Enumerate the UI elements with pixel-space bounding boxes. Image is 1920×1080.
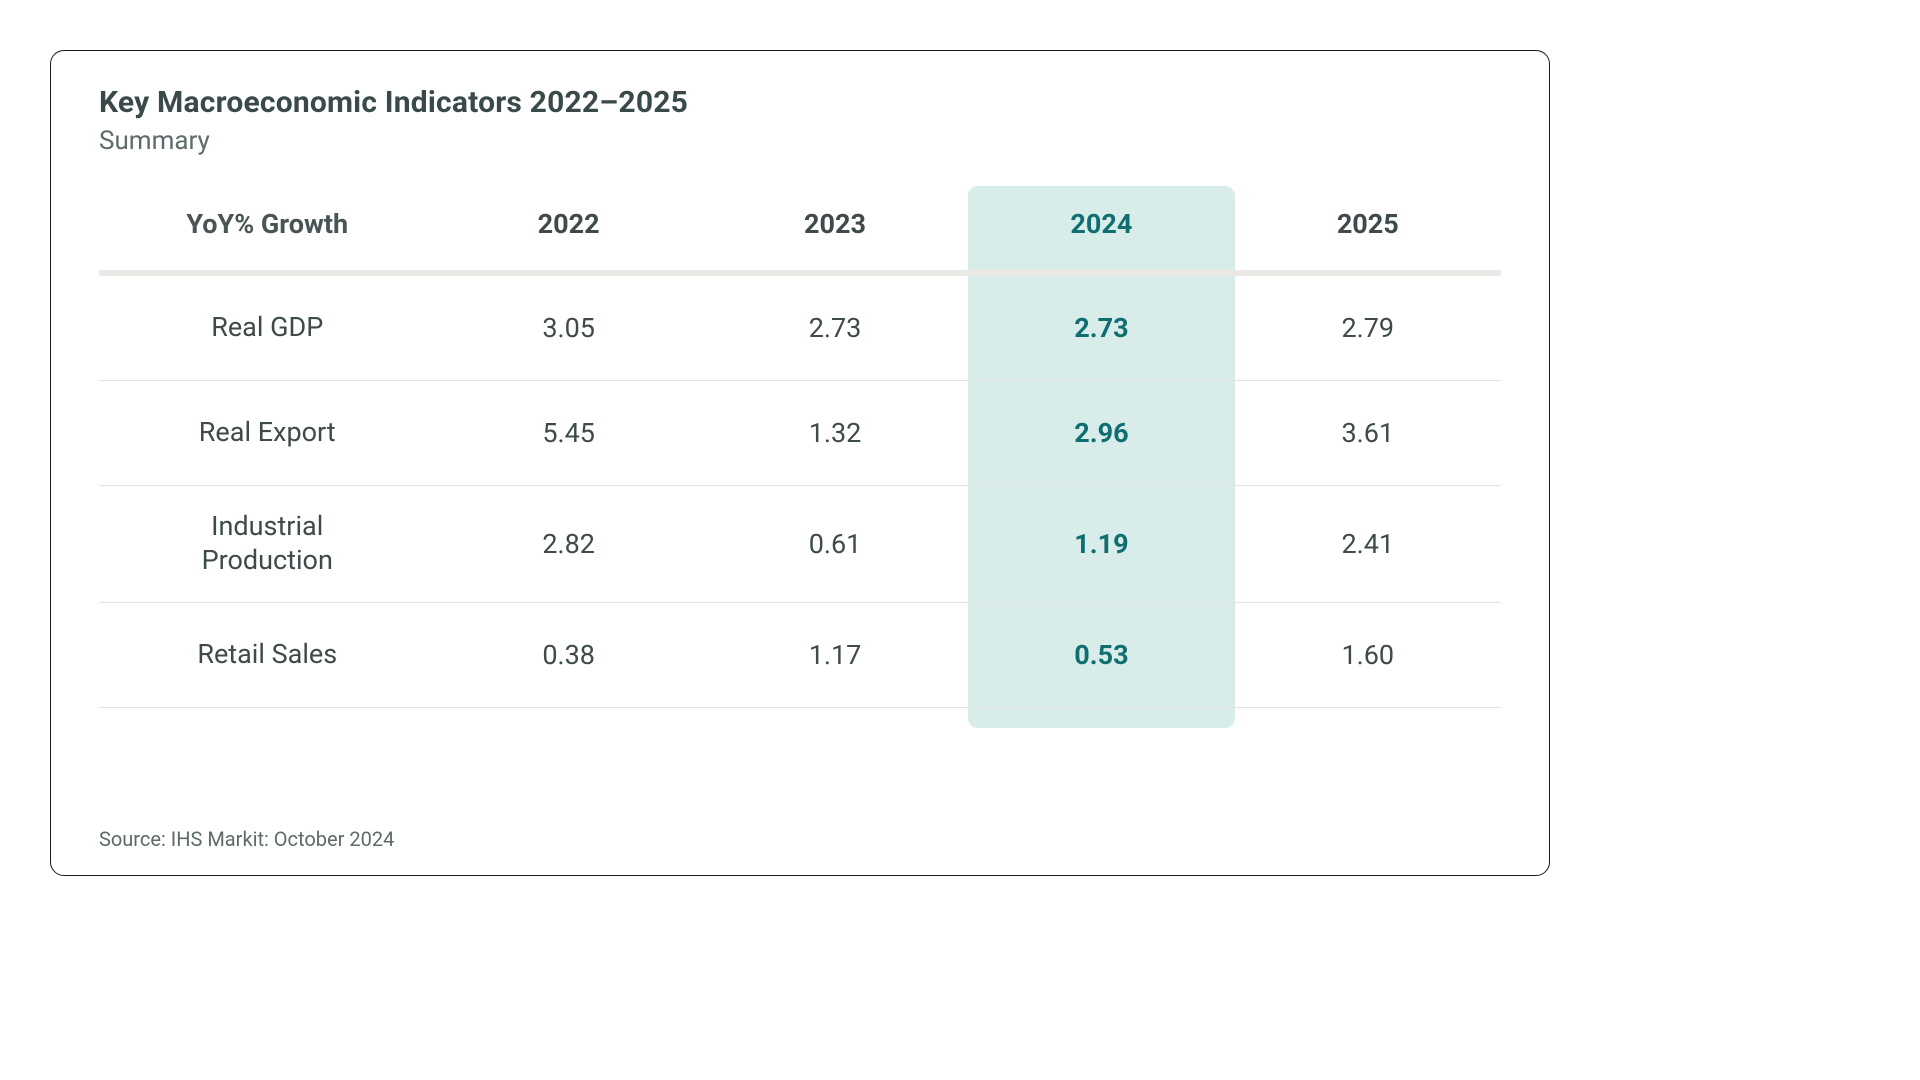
row-label: Retail Sales (99, 602, 435, 707)
col-header: 2024 (968, 186, 1234, 273)
card-subtitle: Summary (99, 126, 1501, 156)
table-cell: 1.60 (1235, 602, 1501, 707)
row-label: IndustrialProduction (99, 486, 435, 603)
table-cell: 1.17 (702, 602, 968, 707)
table-cell: 0.53 (968, 602, 1234, 707)
row-header-label: YoY% Growth (99, 186, 435, 273)
table-cell: 1.32 (702, 381, 968, 486)
table-cell: 0.61 (702, 486, 968, 603)
indicator-card: Key Macroeconomic Indicators 2022–2025 S… (50, 50, 1550, 876)
source-note: Source: IHS Markit: October 2024 (99, 827, 394, 851)
table-row: IndustrialProduction2.820.611.192.41 (99, 486, 1501, 603)
table-cell: 3.61 (1235, 381, 1501, 486)
col-header: 2022 (435, 186, 701, 273)
table-cell: 2.79 (1235, 273, 1501, 381)
card-title: Key Macroeconomic Indicators 2022–2025 (99, 85, 1501, 120)
indicators-table: YoY% Growth 2022 2023 2024 2025 Real GDP… (99, 186, 1501, 708)
table-cell: 2.82 (435, 486, 701, 603)
table-cell: 3.05 (435, 273, 701, 381)
table-wrap: YoY% Growth 2022 2023 2024 2025 Real GDP… (99, 186, 1501, 708)
row-label: Real GDP (99, 273, 435, 381)
col-header: 2025 (1235, 186, 1501, 273)
table-cell: 1.19 (968, 486, 1234, 603)
table-cell: 2.73 (702, 273, 968, 381)
table-cell: 2.96 (968, 381, 1234, 486)
row-label: Real Export (99, 381, 435, 486)
table-header-row: YoY% Growth 2022 2023 2024 2025 (99, 186, 1501, 273)
table-row: Real GDP3.052.732.732.79 (99, 273, 1501, 381)
table-row: Real Export5.451.322.963.61 (99, 381, 1501, 486)
table-row: Retail Sales0.381.170.531.60 (99, 602, 1501, 707)
table-cell: 5.45 (435, 381, 701, 486)
table-cell: 0.38 (435, 602, 701, 707)
col-header: 2023 (702, 186, 968, 273)
table-cell: 2.73 (968, 273, 1234, 381)
table-cell: 2.41 (1235, 486, 1501, 603)
